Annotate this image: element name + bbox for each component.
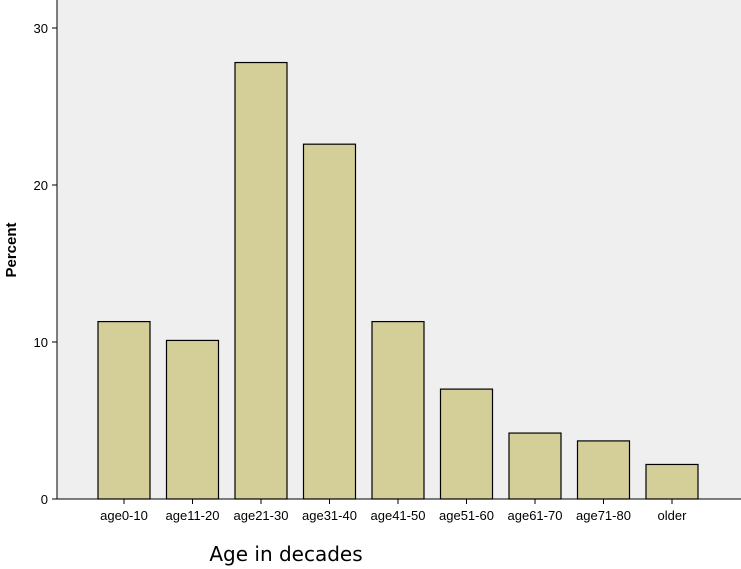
x-tick-label: age51-60 <box>439 508 494 523</box>
bars-group <box>97 61 699 500</box>
bar-age11-20 <box>165 339 220 500</box>
x-tick-label: age21-30 <box>234 508 289 523</box>
bar-age41-50 <box>371 320 425 500</box>
x-tick-label: age41-50 <box>371 508 426 523</box>
bar-age0-10 <box>97 320 151 500</box>
y-tick-label: 20 <box>34 178 48 193</box>
bar-age61-70 <box>508 432 562 500</box>
y-tick-label: 30 <box>34 21 48 36</box>
bar-age31-40 <box>302 143 357 500</box>
bar-age51-60 <box>439 388 494 500</box>
x-tick-label: older <box>658 508 688 523</box>
x-tick-label: age31-40 <box>302 508 357 523</box>
x-tick-label: age71-80 <box>576 508 631 523</box>
x-axis-title: Age in decades <box>209 542 362 566</box>
x-tick-label: age0-10 <box>100 508 148 523</box>
x-axis-ticks: age0-10 age11-20 age21-30 age31-40 age41-50 a… <box>100 499 687 523</box>
y-axis-ticks: 0 10 20 30 <box>34 21 57 507</box>
bar-age71-80 <box>576 440 631 500</box>
x-tick-label: age11-20 <box>166 508 220 523</box>
y-axis-title: Percent <box>3 222 20 277</box>
y-tick-label: 0 <box>41 492 48 507</box>
y-tick-label: 10 <box>34 335 48 350</box>
x-tick-label: age61-70 <box>508 508 563 523</box>
bar-age21-30 <box>234 61 288 500</box>
bar-older <box>645 463 699 500</box>
